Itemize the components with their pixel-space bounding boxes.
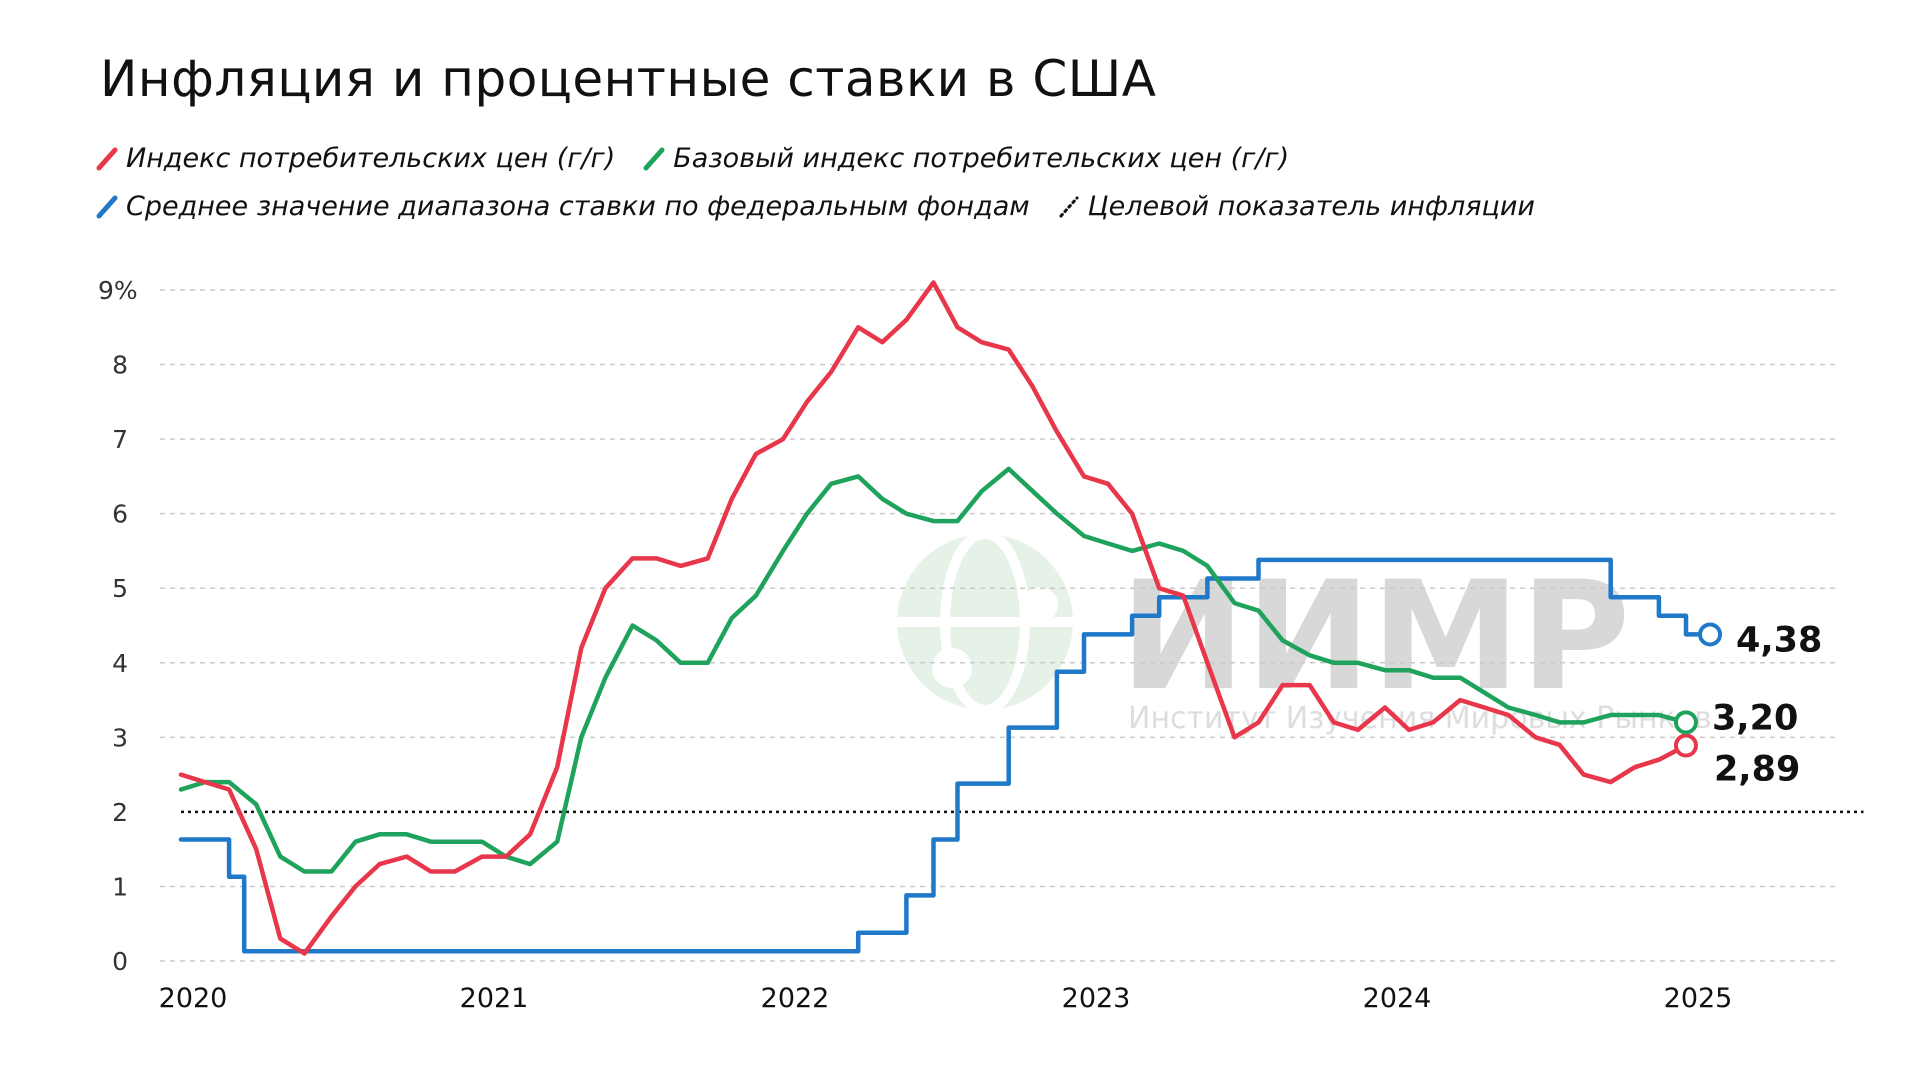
chart-series bbox=[178, 280, 1864, 956]
series-line-fed-rate bbox=[178, 557, 1713, 954]
x-tick-label-2025: 2025 bbox=[1664, 983, 1733, 1014]
end-marker-core-cpi bbox=[1673, 710, 1698, 735]
end-labels: 2,89 3,20 4,38 bbox=[1673, 620, 1822, 790]
end-marker-cpi bbox=[1673, 733, 1698, 758]
series-line-cpi bbox=[178, 280, 1689, 956]
y-tick-label-1: 1 bbox=[112, 872, 128, 901]
legend-item-core-cpi: Базовый индекс потребительских цен (г/г) bbox=[643, 143, 1289, 174]
legend-label-core-cpi: Базовый индекс потребительских цен (г/г) bbox=[673, 143, 1290, 174]
x-tick-label-2024: 2024 bbox=[1363, 983, 1432, 1014]
legend-mark-fed-rate bbox=[96, 195, 118, 218]
y-tick-label-0: 0 bbox=[112, 947, 128, 976]
legend-item-cpi: Индекс потребительских цен (г/г) bbox=[96, 143, 615, 174]
x-axis-ticks: 2020 2021 2022 2023 2024 2025 bbox=[159, 983, 1733, 1014]
chart-title: Инфляция и процентные ставки в США bbox=[100, 50, 1157, 108]
legend-label-cpi: Индекс потребительских цен (г/г) bbox=[126, 143, 616, 174]
watermark-globe-icon bbox=[897, 529, 1073, 715]
y-tick-label-2: 2 bbox=[112, 798, 128, 827]
series-line-core-cpi bbox=[178, 466, 1689, 874]
y-tick-label-9: 9% bbox=[98, 276, 138, 305]
watermark-logo-text: ИИМР bbox=[1120, 550, 1630, 724]
legend-item-fed-rate: Среднее значение диапазона ставки по фед… bbox=[96, 191, 1030, 222]
y-tick-label-4: 4 bbox=[112, 649, 128, 678]
legend-label-fed-rate: Среднее значение диапазона ставки по фед… bbox=[126, 191, 1030, 222]
legend-mark-core-cpi bbox=[643, 147, 665, 170]
x-tick-label-2022: 2022 bbox=[761, 983, 830, 1014]
watermark-subtitle: Институт Изучения Мировых Рынков bbox=[1128, 701, 1712, 736]
y-tick-label-7: 7 bbox=[112, 425, 128, 454]
x-tick-label-2020: 2020 bbox=[159, 983, 228, 1014]
watermark: ИИМР Институт Изучения Мировых Рынков bbox=[897, 529, 1712, 736]
x-tick-label-2023: 2023 bbox=[1062, 983, 1131, 1014]
end-marker-fed-rate bbox=[1698, 622, 1723, 647]
legend-label-target: Целевой показатель инфляции bbox=[1087, 191, 1535, 222]
x-tick-label-2021: 2021 bbox=[460, 983, 529, 1014]
y-tick-label-3: 3 bbox=[112, 723, 128, 752]
end-label-fed-rate: 4,38 bbox=[1736, 620, 1822, 660]
end-label-core-cpi: 3,20 bbox=[1712, 698, 1798, 738]
y-tick-label-6: 6 bbox=[112, 500, 128, 529]
y-tick-label-5: 5 bbox=[112, 574, 128, 603]
end-label-cpi: 2,89 bbox=[1714, 750, 1800, 790]
legend-mark-target bbox=[1059, 196, 1079, 217]
y-tick-label-8: 8 bbox=[112, 351, 128, 380]
legend-mark-cpi bbox=[96, 147, 118, 170]
legend-row-2: Среднее значение диапазона ставки по фед… bbox=[96, 191, 1563, 222]
legend-row-1: Индекс потребительских цен (г/г) Базовый… bbox=[96, 143, 1317, 174]
y-axis-ticks: 0 1 2 3 4 5 6 7 8 9% bbox=[98, 276, 138, 976]
legend-item-target: Целевой показатель инфляции bbox=[1058, 191, 1535, 222]
